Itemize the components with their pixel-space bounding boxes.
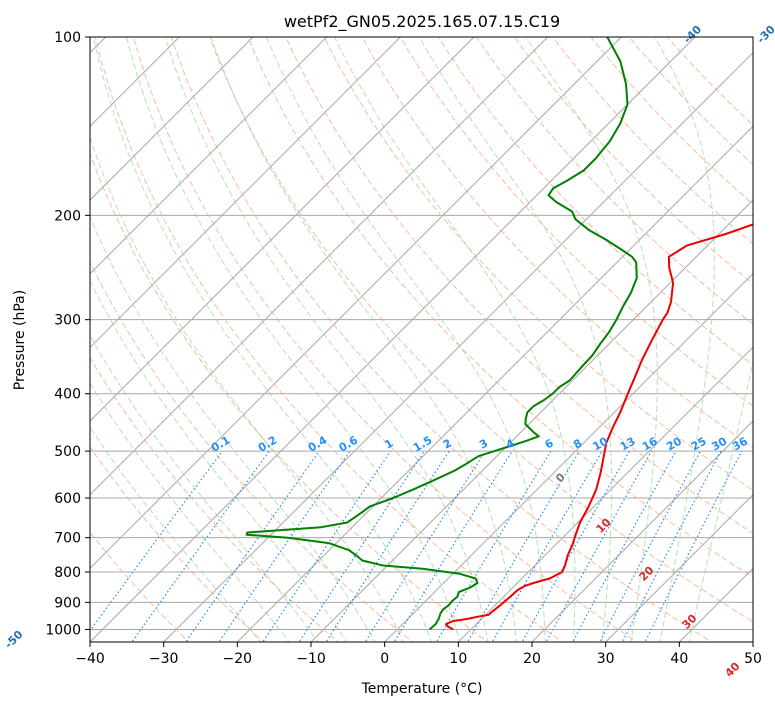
moist-adiabat-line — [210, 37, 518, 642]
dry-adiabat-line — [132, 37, 638, 642]
mixing-ratio-line — [621, 450, 722, 642]
plot-background — [90, 37, 753, 642]
moist-adiabat-line — [90, 135, 404, 642]
y-tick-label: 700 — [54, 531, 81, 547]
moist-adiabat-line — [418, 37, 613, 642]
isotherm-line — [531, 420, 753, 642]
moist-adiabat-line — [92, 37, 432, 642]
x-axis-label: Temperature (°C) — [361, 681, 483, 697]
plot-frame — [89, 36, 754, 643]
dewpoint-line — [245, 37, 638, 631]
mixing-ratio-line — [572, 450, 677, 642]
moist-adiabat-line — [126, 37, 461, 642]
dry-adiabat-line — [90, 152, 489, 642]
mixing-ratio-line — [131, 450, 270, 642]
isotherm-line — [384, 272, 753, 642]
x-tick-label: 20 — [523, 651, 541, 667]
x-tick-label: 0 — [380, 651, 389, 667]
isotherm-label: -30 — [755, 23, 775, 46]
y-tick-label: 600 — [54, 491, 81, 507]
x-tick-label: −20 — [223, 651, 253, 667]
isotherm-line — [90, 37, 475, 422]
y-tick-label: 900 — [54, 595, 81, 611]
dry-adiabat-line — [90, 356, 340, 642]
moist-adiabat-line — [164, 37, 489, 642]
isotherm-line — [605, 493, 753, 642]
x-tick-label: −10 — [296, 651, 326, 667]
mixing-ratio-line — [262, 450, 392, 642]
isotherm-line — [90, 37, 696, 642]
y-tick-label: 1000 — [45, 622, 81, 638]
mixing-ratio-line — [185, 450, 320, 642]
dry-adiabat-line — [94, 37, 564, 642]
isotherm-line — [236, 125, 753, 642]
dry-adiabat-line — [247, 37, 753, 578]
dry-adiabat-label: 40 — [723, 660, 743, 680]
dry-adiabat-line — [209, 37, 753, 623]
x-tick-label: −30 — [149, 651, 179, 667]
y-tick-label: 500 — [54, 444, 81, 460]
profile-lines — [245, 37, 753, 631]
dry-adiabat-line — [90, 260, 414, 642]
x-axis: −40 −30 −20 −10 0 10 20 30 40 50 — [75, 642, 762, 667]
isotherm-line — [752, 641, 753, 642]
isotherm-line — [90, 37, 401, 349]
dry-adiabat-line — [323, 37, 753, 491]
chart-title: wetPf2_GN05.2025.165.07.15.C19 — [284, 12, 560, 32]
isotherm-line — [457, 346, 753, 642]
y-tick-label: 100 — [54, 30, 81, 46]
moist-adiabat-line — [525, 37, 658, 642]
dry-adiabat-line — [285, 37, 753, 535]
mixing-ratio-line — [599, 450, 702, 642]
isotherm-line — [90, 37, 254, 201]
background-lines — [90, 37, 753, 642]
y-tick-label: 400 — [54, 387, 81, 403]
moist-adiabat-line — [90, 382, 290, 642]
dry-adiabat-line — [399, 37, 753, 407]
y-axis-label: Pressure (hPa) — [12, 290, 28, 390]
dry-adiabat-line — [90, 531, 190, 642]
x-tick-label: 50 — [744, 651, 762, 667]
dry-adiabat-line — [361, 37, 753, 449]
temperature-line — [444, 223, 753, 631]
dry-adiabat-line — [170, 37, 713, 642]
moist-adiabat-line — [266, 37, 546, 642]
isotherm-line — [90, 37, 328, 275]
y-tick-label: 300 — [54, 313, 81, 329]
mixing-ratio-line — [218, 450, 351, 642]
y-tick-label: 200 — [54, 208, 81, 224]
mixing-ratio-line — [298, 450, 425, 642]
moist-adiabat-line — [90, 279, 347, 642]
mixing-ratio-line — [90, 450, 223, 632]
isotherm-label: -50 — [2, 628, 25, 651]
x-tick-label: 30 — [597, 651, 615, 667]
moist-adiabat-line — [90, 426, 261, 642]
dry-adiabat-line — [476, 37, 753, 325]
y-axis: 100 200 300 400 500 600 700 800 900 1000 — [45, 30, 90, 638]
x-tick-label: 10 — [449, 651, 467, 667]
mixing-ratio-line — [466, 450, 580, 642]
dry-adiabat-line — [514, 37, 753, 285]
x-tick-label: −40 — [75, 651, 105, 667]
y-tick-label: 800 — [54, 565, 81, 581]
mixing-ratio-line — [364, 450, 486, 642]
isotherm-line — [163, 51, 753, 642]
moist-adiabat-line — [90, 334, 319, 642]
moist-adiabat-line — [654, 37, 715, 642]
x-tick-label: 40 — [670, 651, 688, 667]
isotherm-line — [90, 37, 622, 570]
moist-adiabat-line — [90, 215, 376, 642]
isotherm-line — [90, 37, 549, 496]
mixing-ratio-line — [325, 450, 450, 642]
moist-adiabat-line — [334, 37, 576, 642]
mixing-ratio-line — [393, 450, 513, 642]
